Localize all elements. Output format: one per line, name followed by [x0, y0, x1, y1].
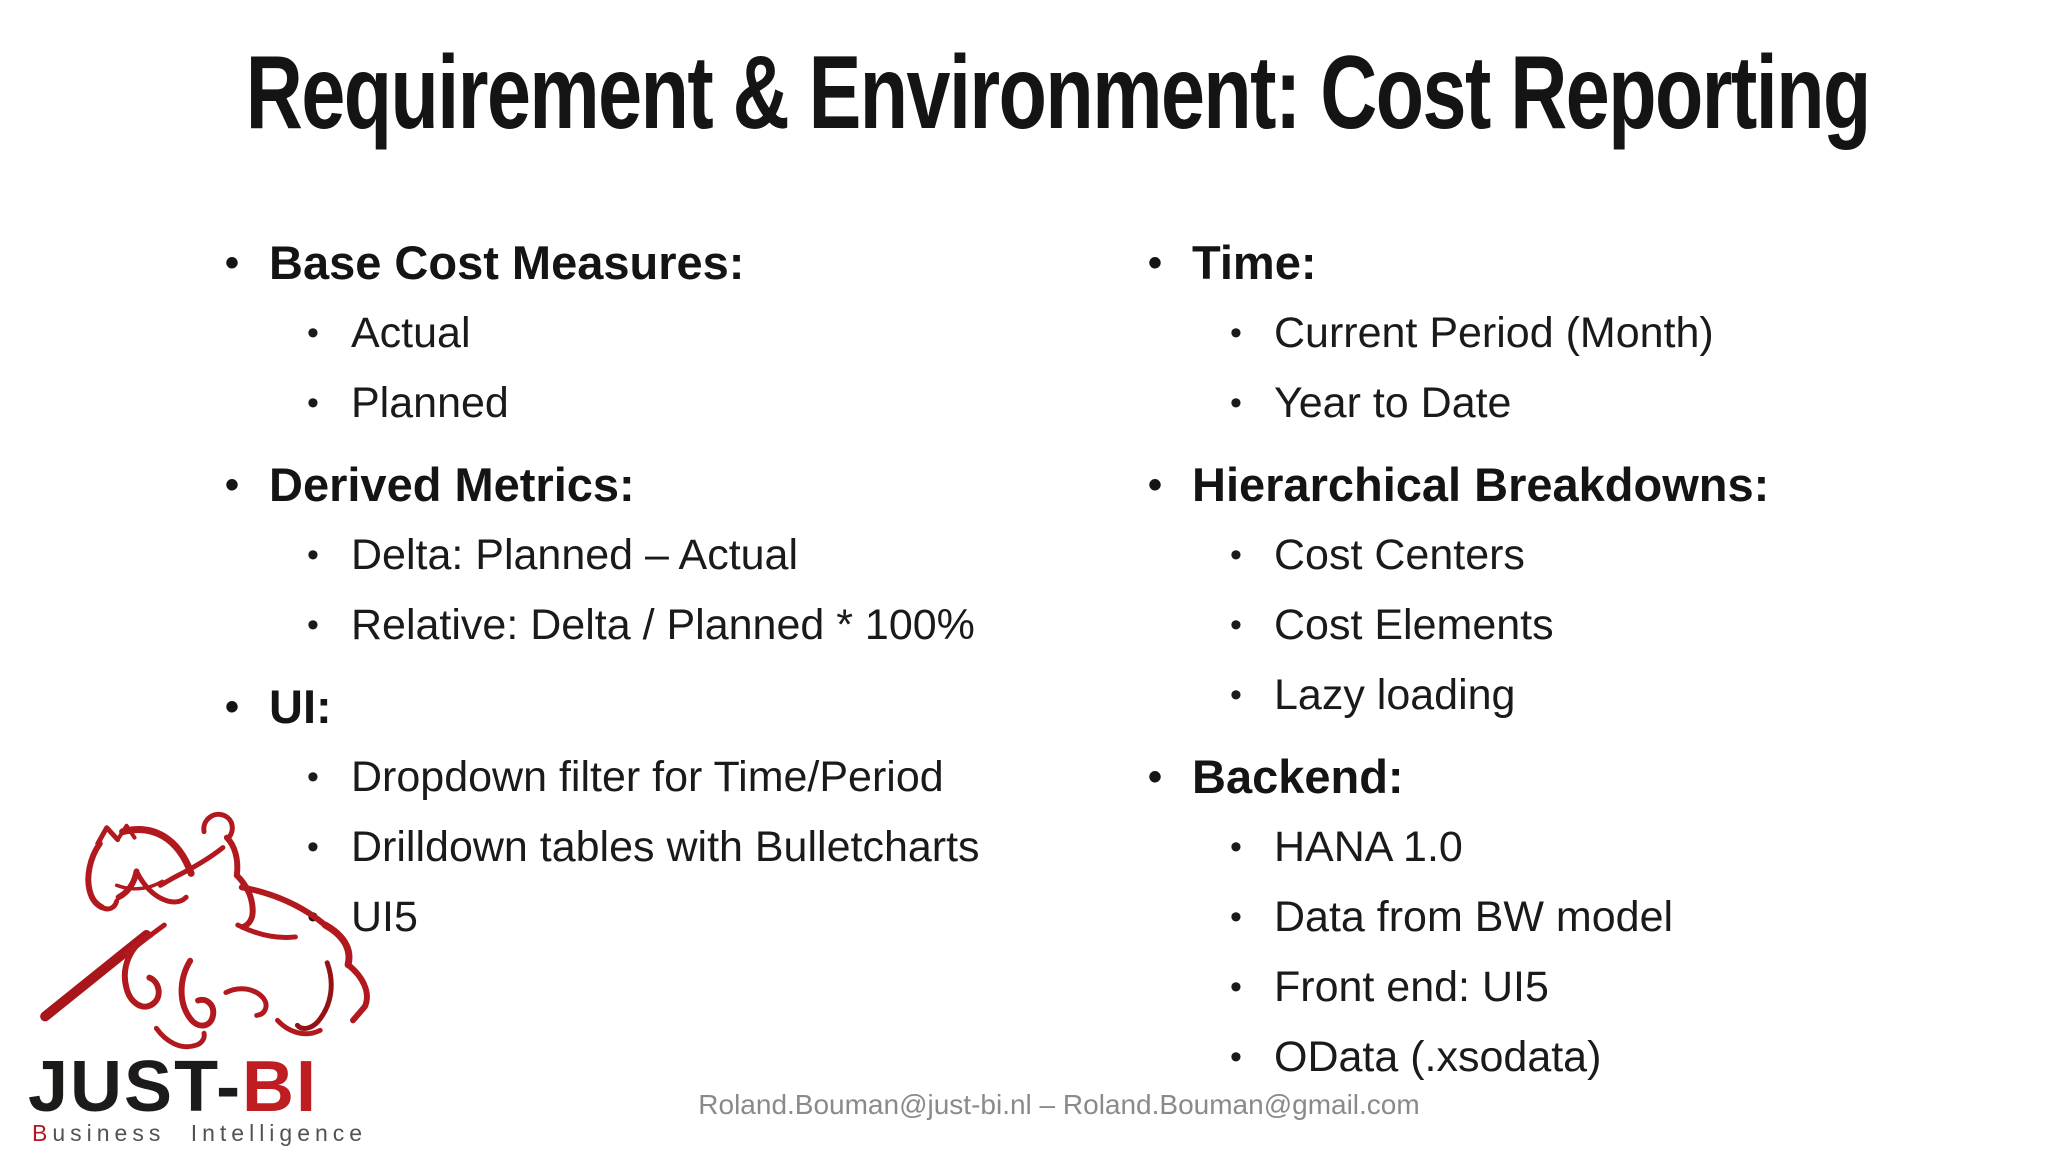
- bullet-icon: •: [225, 241, 240, 285]
- logo-subtitle-initial: B: [32, 1120, 53, 1146]
- bullet-item-l2: • Actual: [307, 308, 1105, 358]
- bullet-l2-label: UI5: [351, 893, 418, 941]
- bullet-item-l2: • Planned: [307, 378, 1105, 428]
- bullet-section: • Time: • Current Period (Month) • Year …: [1148, 238, 2008, 428]
- bullet-l2-label: Drilldown tables with Bulletcharts: [351, 823, 980, 871]
- bullet-icon: •: [1230, 968, 1242, 1006]
- bullet-item-l2: • HANA 1.0: [1230, 822, 2008, 872]
- bullet-icon: •: [1230, 828, 1242, 866]
- bullet-l2-label: Cost Centers: [1274, 531, 1525, 579]
- knight-horse-logo-icon: [40, 812, 370, 1050]
- logo-wordmark-bi: BI: [242, 1047, 319, 1127]
- bullet-item-l1: • Backend:: [1148, 752, 2008, 802]
- bullet-icon: •: [1230, 606, 1242, 644]
- bullet-section: • Base Cost Measures: • Actual • Planned: [225, 238, 1105, 428]
- bullet-l2-label: Delta: Planned – Actual: [351, 531, 799, 579]
- bullet-item-l2: • Front end: UI5: [1230, 962, 2008, 1012]
- bullet-section: • UI: • Dropdown filter for Time/Period …: [225, 682, 1105, 942]
- bullet-item-l2: • Data from BW model: [1230, 892, 2008, 942]
- bullet-item-l1: • Time:: [1148, 238, 2008, 288]
- bullet-section: • Backend: • HANA 1.0 • Data from BW mod…: [1148, 752, 2008, 1082]
- bullet-icon: •: [1148, 241, 1163, 285]
- bullet-item-l1: • Derived Metrics:: [225, 460, 1105, 510]
- bullet-icon: •: [307, 828, 319, 866]
- bullet-icon: •: [1230, 1038, 1242, 1076]
- footer-contact: Roland.Bouman@just-bi.nl – Roland.Bouman…: [698, 1089, 1420, 1120]
- bullet-l1-label: UI:: [269, 680, 332, 733]
- logo-subtitle-rest: usiness Intelligence: [52, 1120, 368, 1146]
- bullet-item-l2: • Relative: Delta / Planned * 100%: [307, 600, 1105, 650]
- bullet-l1-label: Backend:: [1192, 750, 1404, 803]
- bullet-l2-label: Actual: [351, 309, 471, 357]
- logo-wordmark: JUST-BI: [28, 1051, 318, 1123]
- bullet-l2-label: Relative: Delta / Planned * 100%: [351, 601, 975, 649]
- bullet-icon: •: [1148, 755, 1163, 799]
- bullet-icon: •: [1230, 676, 1242, 714]
- bullet-item-l2: • UI5: [307, 892, 1105, 942]
- bullet-l1-label: Time:: [1192, 236, 1317, 289]
- bullet-l2-label: OData (.xsodata): [1274, 1033, 1602, 1081]
- bullet-column-left: • Base Cost Measures: • Actual • Planned…: [225, 238, 1105, 942]
- logo-wordmark-just: JUST-: [28, 1047, 243, 1127]
- bullet-l2-label: Current Period (Month): [1274, 309, 1714, 357]
- bullet-item-l2: • Drilldown tables with Bulletcharts: [307, 822, 1105, 872]
- bullet-icon: •: [225, 685, 240, 729]
- bullet-icon: •: [1148, 463, 1163, 507]
- bullet-item-l2: • Current Period (Month): [1230, 308, 2008, 358]
- bullet-l1-label: Base Cost Measures:: [269, 236, 745, 289]
- bullet-l2-label: Lazy loading: [1274, 671, 1516, 719]
- page-title: Requirement & Environment: Cost Reportin…: [245, 35, 1871, 151]
- bullet-l2-label: Year to Date: [1274, 379, 1512, 427]
- bullet-l2-label: HANA 1.0: [1274, 823, 1463, 871]
- bullet-item-l2: • Delta: Planned – Actual: [307, 530, 1105, 580]
- bullet-section: • Derived Metrics: • Delta: Planned – Ac…: [225, 460, 1105, 650]
- bullet-icon: •: [1230, 536, 1242, 574]
- bullet-item-l2: • Cost Elements: [1230, 600, 2008, 650]
- bullet-item-l2: • OData (.xsodata): [1230, 1032, 2008, 1082]
- bullet-icon: •: [307, 314, 319, 352]
- logo-subtitle: Business Intelligence: [32, 1120, 367, 1147]
- bullet-l2-label: Planned: [351, 379, 509, 427]
- bullet-l1-label: Hierarchical Breakdowns:: [1192, 458, 1770, 511]
- bullet-item-l1: • UI:: [225, 682, 1105, 732]
- bullet-l1-label: Derived Metrics:: [269, 458, 635, 511]
- bullet-item-l2: • Cost Centers: [1230, 530, 2008, 580]
- bullet-l2-label: Data from BW model: [1274, 893, 1674, 941]
- bullet-item-l2: • Lazy loading: [1230, 670, 2008, 720]
- bullet-icon: •: [1230, 898, 1242, 936]
- bullet-icon: •: [307, 758, 319, 796]
- bullet-item-l2: • Year to Date: [1230, 378, 2008, 428]
- bullet-l2-label: Front end: UI5: [1274, 963, 1549, 1011]
- bullet-l2-label: Dropdown filter for Time/Period: [351, 753, 944, 801]
- bullet-l2-label: Cost Elements: [1274, 601, 1554, 649]
- bullet-icon: •: [1230, 384, 1242, 422]
- bullet-icon: •: [307, 536, 319, 574]
- bullet-item-l1: • Base Cost Measures:: [225, 238, 1105, 288]
- bullet-item-l2: • Dropdown filter for Time/Period: [307, 752, 1105, 802]
- bullet-icon: •: [225, 463, 240, 507]
- bullet-icon: •: [307, 606, 319, 644]
- bullet-icon: •: [1230, 314, 1242, 352]
- bullet-icon: •: [307, 384, 319, 422]
- bullet-item-l1: • Hierarchical Breakdowns:: [1148, 460, 2008, 510]
- bullet-section: • Hierarchical Breakdowns: • Cost Center…: [1148, 460, 2008, 720]
- bullet-column-right: • Time: • Current Period (Month) • Year …: [1148, 238, 2008, 1082]
